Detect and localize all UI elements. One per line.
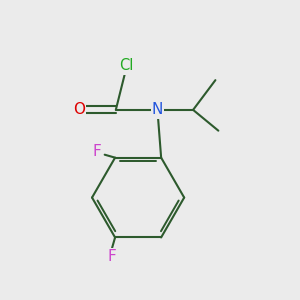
Text: F: F xyxy=(93,144,102,159)
Text: O: O xyxy=(73,102,85,117)
Text: Cl: Cl xyxy=(119,58,134,74)
Text: N: N xyxy=(152,102,163,117)
Text: F: F xyxy=(108,249,116,264)
